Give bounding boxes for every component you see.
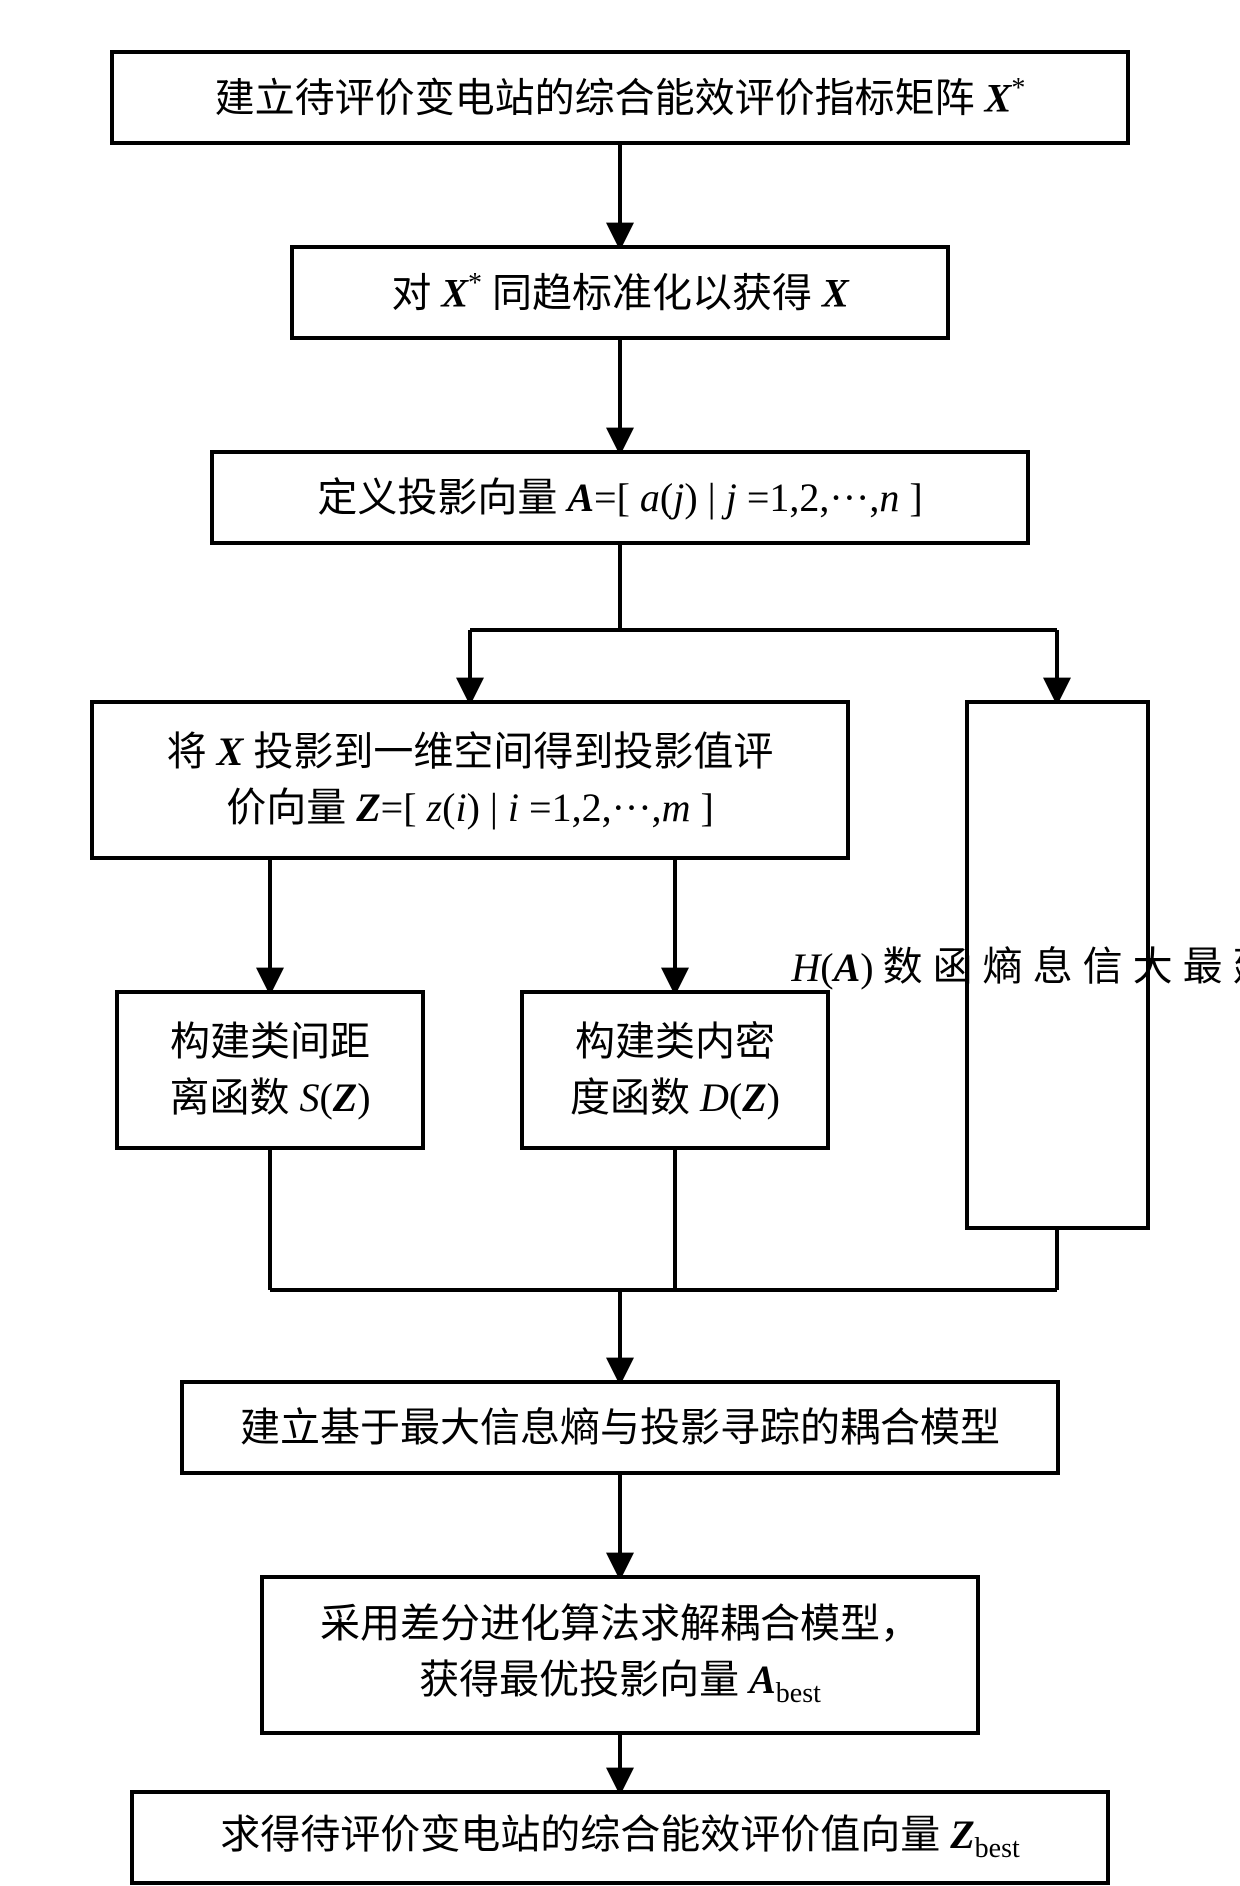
flow-node-n9: 采用差分进化算法求解耦合模型，获得最优投影向量 Abest	[260, 1575, 980, 1735]
flow-node-n6: 构建类间距离函数 S(Z)	[115, 990, 425, 1150]
flow-node-n4: 将 X 投影到一维空间得到投影值评价向量 Z=[ z(i) | i =1,2,·…	[90, 700, 850, 860]
flow-node-n2: 对 X* 同趋标准化以获得 X	[290, 245, 950, 340]
flow-node-n5: 构建最大信息熵函数H(A)	[965, 700, 1150, 1230]
flow-node-n7: 构建类内密度函数 D(Z)	[520, 990, 830, 1150]
flowchart-canvas: 建立待评价变电站的综合能效评价指标矩阵 X* 对 X* 同趋标准化以获得 X 定义投…	[0, 0, 1240, 1886]
flow-node-n10: 求得待评价变电站的综合能效评价值向量 Zbest	[130, 1790, 1110, 1885]
flow-node-n3: 定义投影向量 A=[ a(j) | j =1,2,···,n ]	[210, 450, 1030, 545]
flow-node-n8: 建立基于最大信息熵与投影寻踪的耦合模型	[180, 1380, 1060, 1475]
flow-node-n1: 建立待评价变电站的综合能效评价指标矩阵 X*	[110, 50, 1130, 145]
